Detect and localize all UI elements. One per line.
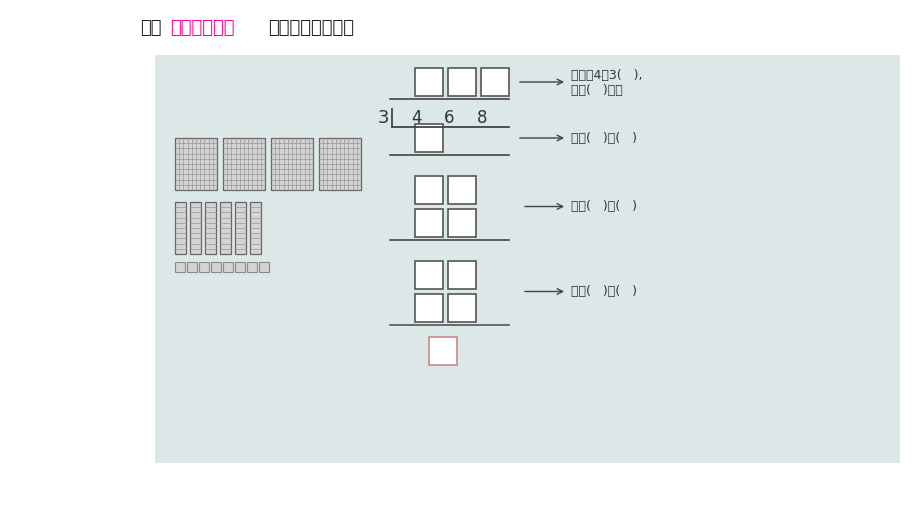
Bar: [448, 294, 475, 322]
Text: 百位上4比3(   ),: 百位上4比3( ),: [571, 68, 641, 81]
Bar: [448, 176, 475, 204]
Bar: [220, 202, 231, 254]
Text: 6: 6: [444, 109, 454, 127]
Text: 分一分，算一算。: 分一分，算一算。: [267, 19, 354, 37]
Bar: [205, 202, 216, 254]
Bar: [246, 262, 256, 272]
Text: 商是(   )位数: 商是( )位数: [571, 83, 622, 96]
Bar: [175, 138, 217, 190]
Bar: [222, 262, 233, 272]
Bar: [428, 337, 457, 365]
Bar: [414, 261, 443, 289]
Bar: [414, 68, 443, 96]
Bar: [154, 55, 899, 463]
Bar: [259, 262, 268, 272]
Text: 8: 8: [476, 109, 487, 127]
Bar: [199, 262, 209, 272]
Text: 表示(   )个(   ): 表示( )个( ): [571, 132, 636, 145]
Bar: [250, 202, 261, 254]
Text: 3: 3: [377, 109, 389, 127]
Bar: [448, 209, 475, 237]
Text: 表示(   )个(   ): 表示( )个( ): [571, 200, 636, 213]
Text: 一、: 一、: [140, 19, 162, 37]
Bar: [175, 202, 186, 254]
Text: 4: 4: [412, 109, 422, 127]
Bar: [414, 176, 443, 204]
Bar: [187, 262, 197, 272]
Bar: [448, 68, 475, 96]
Text: 表示(   )个(   ): 表示( )个( ): [571, 285, 636, 298]
Bar: [175, 262, 185, 272]
Bar: [222, 138, 265, 190]
Bar: [481, 68, 508, 96]
Bar: [414, 294, 443, 322]
Bar: [234, 202, 245, 254]
Bar: [271, 138, 312, 190]
Bar: [319, 138, 360, 190]
Bar: [190, 202, 200, 254]
Bar: [210, 262, 221, 272]
Bar: [414, 209, 443, 237]
Text: 【例题变式】: 【例题变式】: [170, 19, 234, 37]
Bar: [448, 261, 475, 289]
Bar: [414, 124, 443, 152]
Bar: [234, 262, 244, 272]
